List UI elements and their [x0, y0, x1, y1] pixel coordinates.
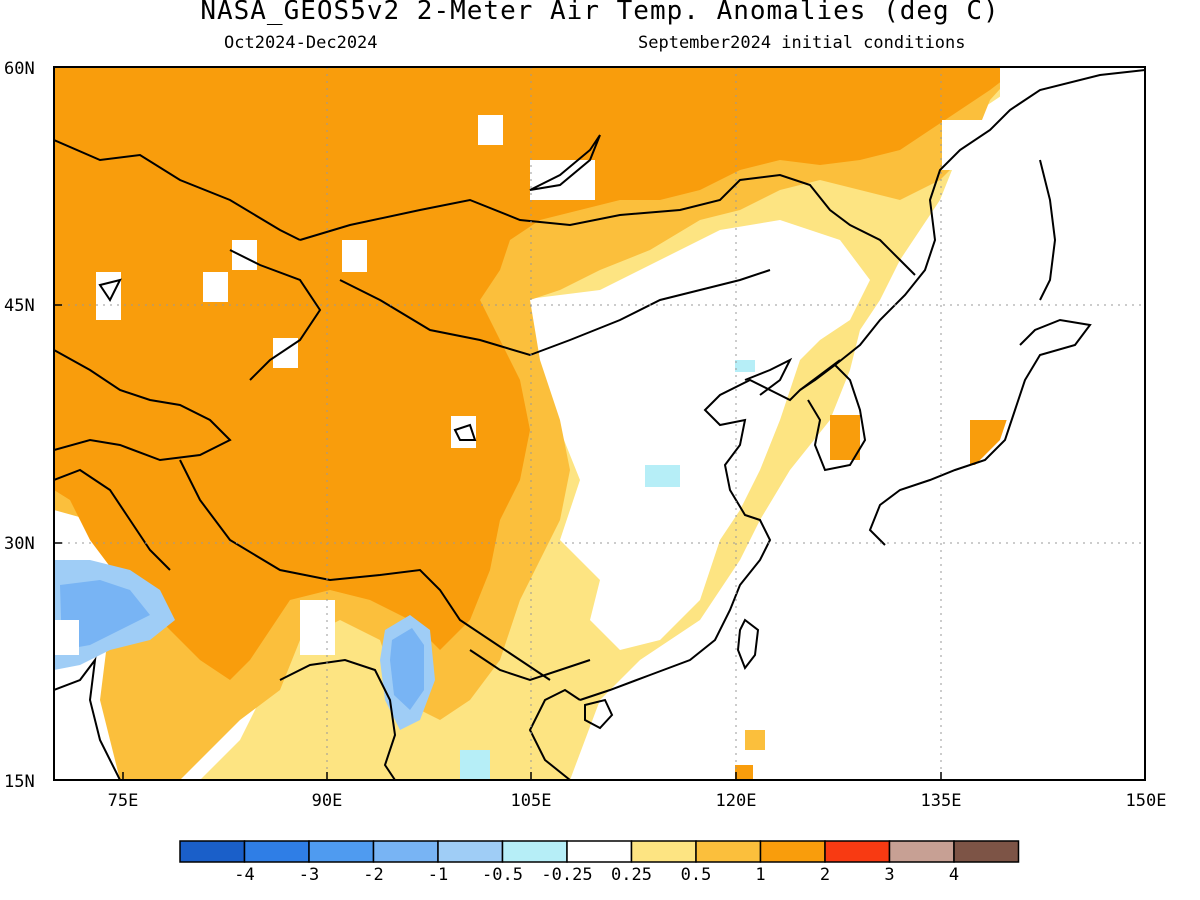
map-frame — [53, 66, 1146, 781]
coastline-japan — [868, 318, 1092, 546]
coastline-taiwan — [736, 618, 760, 671]
legend-swatch — [501, 840, 568, 863]
anomaly-cell-neutral — [232, 240, 257, 270]
legend-label: -2 — [363, 865, 383, 885]
anomaly-patch-korea — [830, 415, 860, 460]
legend-swatch — [437, 840, 504, 863]
color-legend: -4 -3 -2 -1 -0.5 -0.25 0.25 0.5 1 2 3 4 — [179, 840, 1020, 885]
anomaly-patch-taiwan — [745, 730, 765, 750]
border-china-mongolia — [299, 173, 916, 276]
anomaly-patch-cool-bohai — [735, 360, 755, 372]
legend-label: 4 — [949, 865, 959, 885]
anomaly-region-pacific — [760, 120, 1145, 780]
legend-label: -0.25 — [541, 865, 592, 885]
border-china-korea — [799, 359, 841, 391]
anomaly-cell-neutral — [530, 160, 595, 200]
lake-qinghai — [453, 423, 477, 441]
lon-label: 120E — [716, 791, 757, 811]
legend-label: 1 — [755, 865, 765, 885]
legend-swatch — [824, 840, 891, 863]
border-kazakhstan-china — [229, 249, 322, 381]
anomaly-region-cool-india-core — [60, 580, 150, 650]
anomaly-field — [54, 67, 1145, 780]
anomaly-region-cool-myanmar-core — [390, 628, 424, 710]
legend-label: 2 — [820, 865, 830, 885]
anomaly-patch-cool-china — [645, 465, 680, 487]
border-india-west — [54, 468, 171, 571]
legend-swatch — [695, 840, 762, 863]
lon-label: 90E — [312, 791, 343, 811]
coastlines-and-borders — [54, 69, 1145, 780]
forecast-period: Oct2024-Dec2024 — [224, 33, 378, 53]
lon-label: 105E — [511, 791, 552, 811]
legend-swatch — [566, 840, 633, 863]
lake-baikal — [529, 134, 601, 191]
anomaly-cell-neutral — [203, 272, 228, 302]
anomaly-cell-neutral — [300, 600, 335, 655]
bohai-gulf — [744, 357, 793, 396]
lat-label: 15N — [4, 772, 35, 792]
legend-label: -0.5 — [482, 865, 523, 885]
lat-label: 60N — [4, 59, 35, 79]
initial-conditions: September2024 initial conditions — [638, 33, 966, 53]
coastline-indochina — [528, 688, 581, 780]
legend-label: -1 — [428, 865, 448, 885]
legend-label: -4 — [234, 865, 254, 885]
anomaly-patch-cool-thailand — [460, 750, 490, 780]
lat-label: 45N — [4, 296, 35, 316]
coastline-hainan — [584, 698, 614, 730]
legend-swatch — [243, 840, 310, 863]
legend-swatch — [630, 840, 697, 863]
legend-swatch — [372, 840, 439, 863]
legend-label: 3 — [884, 865, 894, 885]
lon-label: 150E — [1126, 791, 1167, 811]
legend-swatch — [179, 840, 246, 863]
lat-label: 30N — [4, 534, 35, 554]
border-china-vietnam — [469, 649, 591, 682]
border-mongolia-south — [339, 269, 771, 357]
border-central-asia — [54, 349, 232, 462]
coastline-korea — [807, 364, 867, 472]
axis-ticks — [54, 304, 942, 780]
map-title: NASA_GEOS5v2 2-Meter Air Temp. Anomalies… — [200, 0, 1000, 26]
border-himalaya — [179, 459, 551, 681]
legend-label: -3 — [299, 865, 319, 885]
lake-balkhash — [98, 278, 122, 302]
legend-swatch — [953, 840, 1020, 863]
coastline-bay-of-bengal — [54, 656, 121, 780]
legend-swatch — [308, 840, 375, 863]
coastline-bay-of-bengal-east — [279, 658, 397, 780]
legend-label: 0.25 — [611, 865, 652, 885]
lon-label: 135E — [921, 791, 962, 811]
coastline-sakhalin — [1039, 159, 1057, 301]
lon-label: 75E — [108, 791, 139, 811]
border-russia-kazakhstan — [54, 139, 301, 241]
legend-label: 0.5 — [681, 865, 712, 885]
anomaly-cell-neutral — [478, 115, 503, 145]
anomaly-region-1 — [54, 67, 1020, 680]
anomaly-cell-neutral — [54, 620, 79, 655]
anomaly-cell-neutral — [273, 338, 298, 368]
legend-swatch — [888, 840, 955, 863]
coastline-east-asia — [579, 69, 1145, 701]
legend-swatch — [759, 840, 826, 863]
anomaly-cell-neutral — [342, 240, 367, 272]
anomaly-patch-sea — [735, 765, 753, 780]
